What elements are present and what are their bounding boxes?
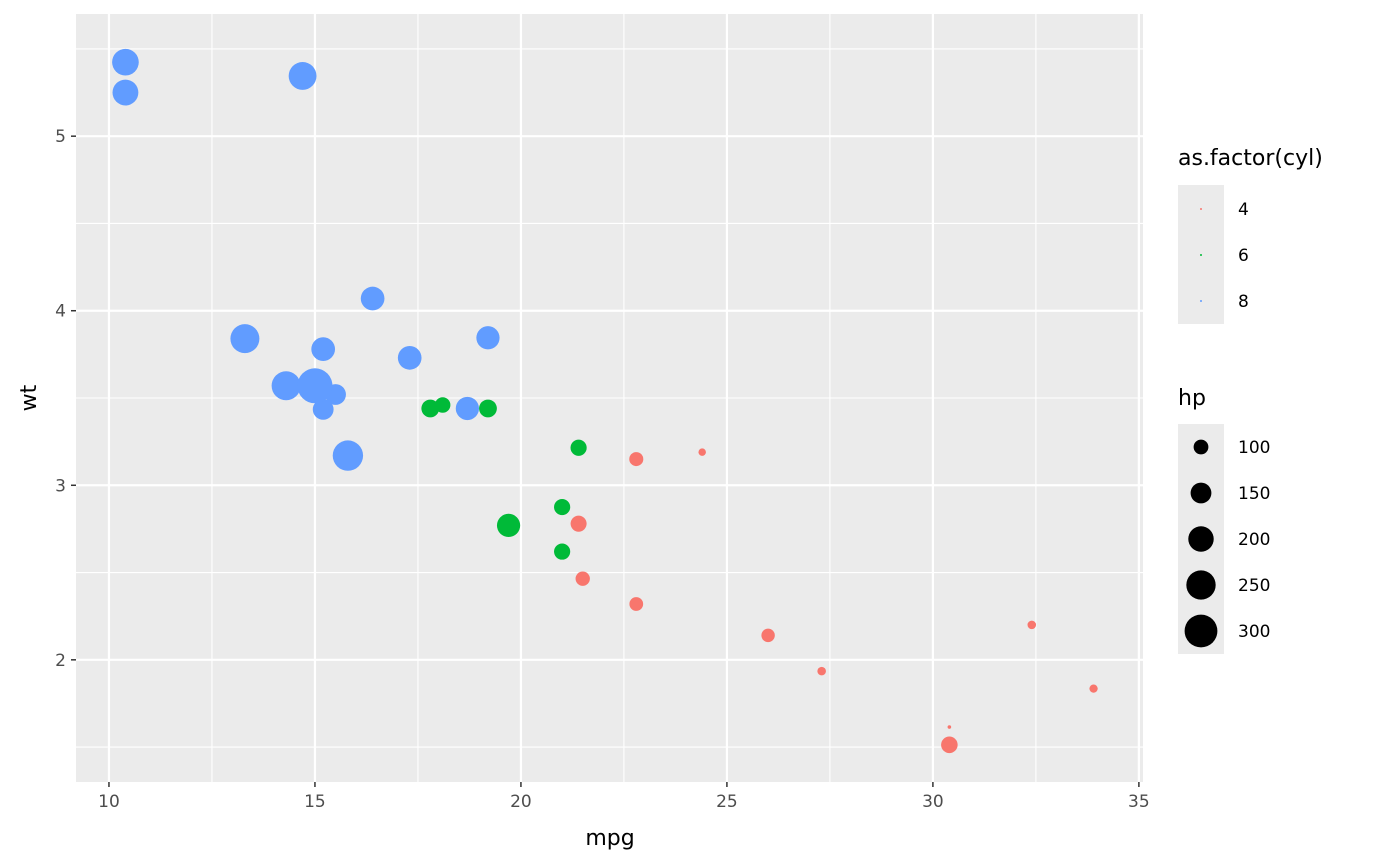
size-legend-key: [1186, 570, 1216, 600]
color-legend-label: 6: [1238, 246, 1249, 266]
data-point: [1027, 620, 1037, 630]
x-tick-label: 30: [922, 792, 944, 812]
size-legend-key: [1184, 614, 1218, 648]
x-axis: 10 15 20 25 30 35: [98, 782, 1150, 812]
size-legend: hp 100 150 200 250 300: [1178, 386, 1270, 654]
data-point: [554, 543, 571, 560]
x-tick-label: 35: [1128, 792, 1150, 812]
color-legend-title: as.factor(cyl): [1178, 146, 1323, 171]
color-legend-key: [1200, 300, 1202, 302]
data-point: [476, 326, 500, 350]
size-legend-label: 300: [1238, 622, 1270, 642]
size-legend-title: hp: [1178, 386, 1206, 411]
data-point: [817, 666, 826, 676]
data-point: [297, 368, 333, 404]
data-point: [496, 513, 521, 538]
data-point: [112, 48, 139, 76]
x-tick-label: 25: [716, 792, 738, 812]
y-axis: 2 3 4 5: [55, 127, 76, 671]
data-point: [311, 337, 336, 361]
size-legend-label: 200: [1238, 530, 1270, 550]
data-point: [479, 399, 497, 418]
data-point: [575, 571, 590, 586]
color-legend-key: [1200, 208, 1202, 210]
data-point: [397, 346, 422, 370]
size-legend-key: [1188, 526, 1214, 552]
y-tick-label: 5: [55, 127, 66, 147]
size-legend-label: 100: [1238, 438, 1270, 458]
size-legend-key: [1190, 482, 1212, 504]
data-point: [112, 79, 139, 106]
data-point: [455, 396, 479, 421]
data-point: [761, 628, 775, 643]
grid-major: [76, 14, 1143, 782]
data-point: [698, 448, 706, 456]
size-legend-label: 150: [1238, 484, 1270, 504]
color-legend: as.factor(cyl) 4 6 8: [1178, 146, 1323, 324]
data-point: [271, 371, 301, 401]
color-legend-items: 4 6 8: [1200, 200, 1249, 312]
x-tick-label: 20: [510, 792, 532, 812]
data-point: [570, 515, 587, 532]
data-point: [288, 62, 317, 90]
data-point: [941, 736, 958, 754]
data-point: [360, 286, 385, 311]
color-legend-label: 4: [1238, 200, 1249, 220]
x-tick-label: 15: [304, 792, 326, 812]
data-points: [112, 48, 1098, 754]
size-legend-label: 250: [1238, 576, 1270, 596]
size-legend-key: [1193, 439, 1209, 455]
color-legend-label: 8: [1238, 292, 1249, 312]
y-tick-label: 2: [55, 651, 66, 671]
data-point: [421, 399, 440, 418]
y-tick-label: 3: [55, 476, 66, 496]
grid-minor: [76, 14, 1143, 782]
data-point: [570, 439, 587, 456]
data-point: [629, 597, 644, 611]
size-legend-items: 100 150 200 250 300: [1184, 438, 1270, 648]
data-point: [312, 398, 334, 420]
color-legend-key: [1200, 254, 1202, 256]
data-point: [554, 499, 571, 516]
data-point: [947, 725, 952, 729]
y-tick-label: 4: [55, 302, 66, 322]
data-point: [230, 324, 260, 354]
data-point: [1089, 684, 1098, 693]
data-point: [332, 440, 364, 471]
data-point: [629, 452, 644, 467]
y-axis-title: wt: [17, 384, 42, 411]
x-tick-label: 10: [98, 792, 120, 812]
x-axis-title: mpg: [585, 826, 634, 851]
